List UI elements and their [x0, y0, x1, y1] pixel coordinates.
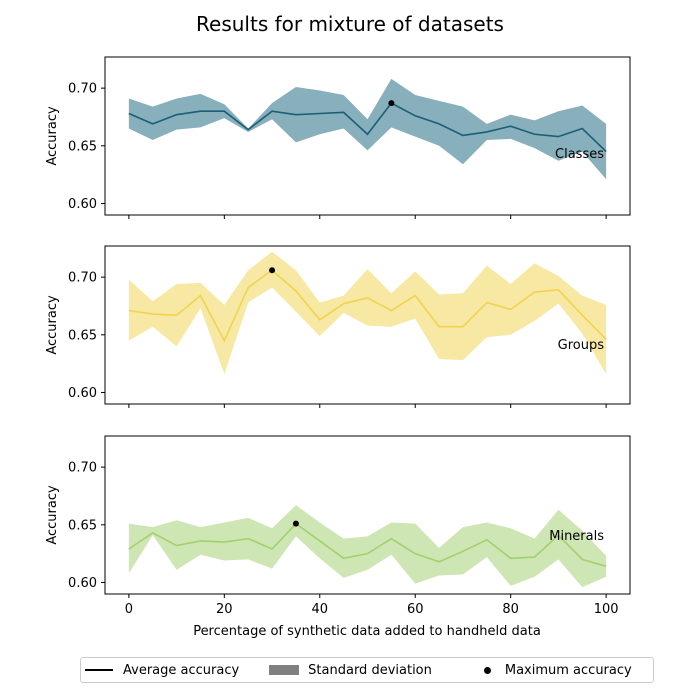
panel-label: Minerals	[549, 529, 604, 544]
legend-item-max: Maximum accuracy	[472, 663, 632, 678]
x-tick-label: 80	[502, 602, 519, 617]
panel-minerals: 0.60 0.65 0.70 0 20 40 60 80 100 Accuracy Minerals	[45, 435, 631, 617]
plot-frame	[104, 435, 631, 595]
x-tick-label: 100	[594, 602, 619, 617]
std-band	[128, 251, 607, 375]
y-axis-label: Accuracy	[45, 485, 60, 545]
legend: Average accuracy Standard deviation Maxi…	[80, 657, 654, 683]
max-point-marker	[269, 267, 276, 274]
legend-rect-swatch	[269, 665, 300, 675]
x-tick-label: 40	[311, 602, 328, 617]
y-tick-label: 0.70	[68, 461, 97, 476]
y-tick-label: 0.60	[68, 197, 97, 212]
x-tick-label: 0	[125, 602, 133, 617]
plot-frame	[104, 56, 631, 216]
figure-title: Results for mixture of datasets	[196, 12, 504, 36]
max-point-marker	[292, 520, 299, 527]
max-point-marker	[388, 100, 395, 107]
panel-label: Groups	[558, 338, 605, 353]
y-tick-label: 0.65	[68, 328, 97, 343]
panel-classes: 0.60 0.65 0.70 Accuracy Classes	[45, 56, 631, 219]
legend-label-std: Standard deviation	[308, 662, 432, 678]
legend-dot-swatch	[483, 666, 491, 674]
x-axis-label: Percentage of synthetic data added to ha…	[193, 624, 541, 639]
y-tick-label: 0.65	[68, 139, 97, 154]
y-tick-label: 0.70	[68, 82, 97, 97]
y-axis-label: Accuracy	[45, 106, 60, 166]
legend-line-swatch	[85, 669, 113, 671]
legend-item-average: Average accuracy	[85, 663, 239, 678]
y-tick-label: 0.70	[68, 271, 97, 286]
panel-label: Classes	[555, 147, 604, 162]
std-band	[128, 78, 607, 180]
panel-groups: 0.60 0.65 0.70 Accuracy Groups	[45, 245, 631, 408]
y-tick-label: 0.65	[68, 518, 97, 533]
mean-line	[128, 522, 607, 568]
mean-line	[128, 102, 607, 153]
legend-label-max: Maximum accuracy	[504, 662, 632, 678]
y-tick-label: 0.60	[68, 576, 97, 591]
x-tick-label: 20	[216, 602, 233, 617]
y-axis-label: Accuracy	[45, 295, 60, 355]
plot-frame	[104, 245, 631, 405]
legend-item-std: Standard deviation	[269, 663, 432, 678]
x-tick-label: 60	[407, 602, 424, 617]
std-band	[128, 505, 607, 588]
mean-line	[128, 269, 607, 343]
legend-label-average: Average accuracy	[123, 662, 240, 678]
y-tick-label: 0.60	[68, 386, 97, 401]
